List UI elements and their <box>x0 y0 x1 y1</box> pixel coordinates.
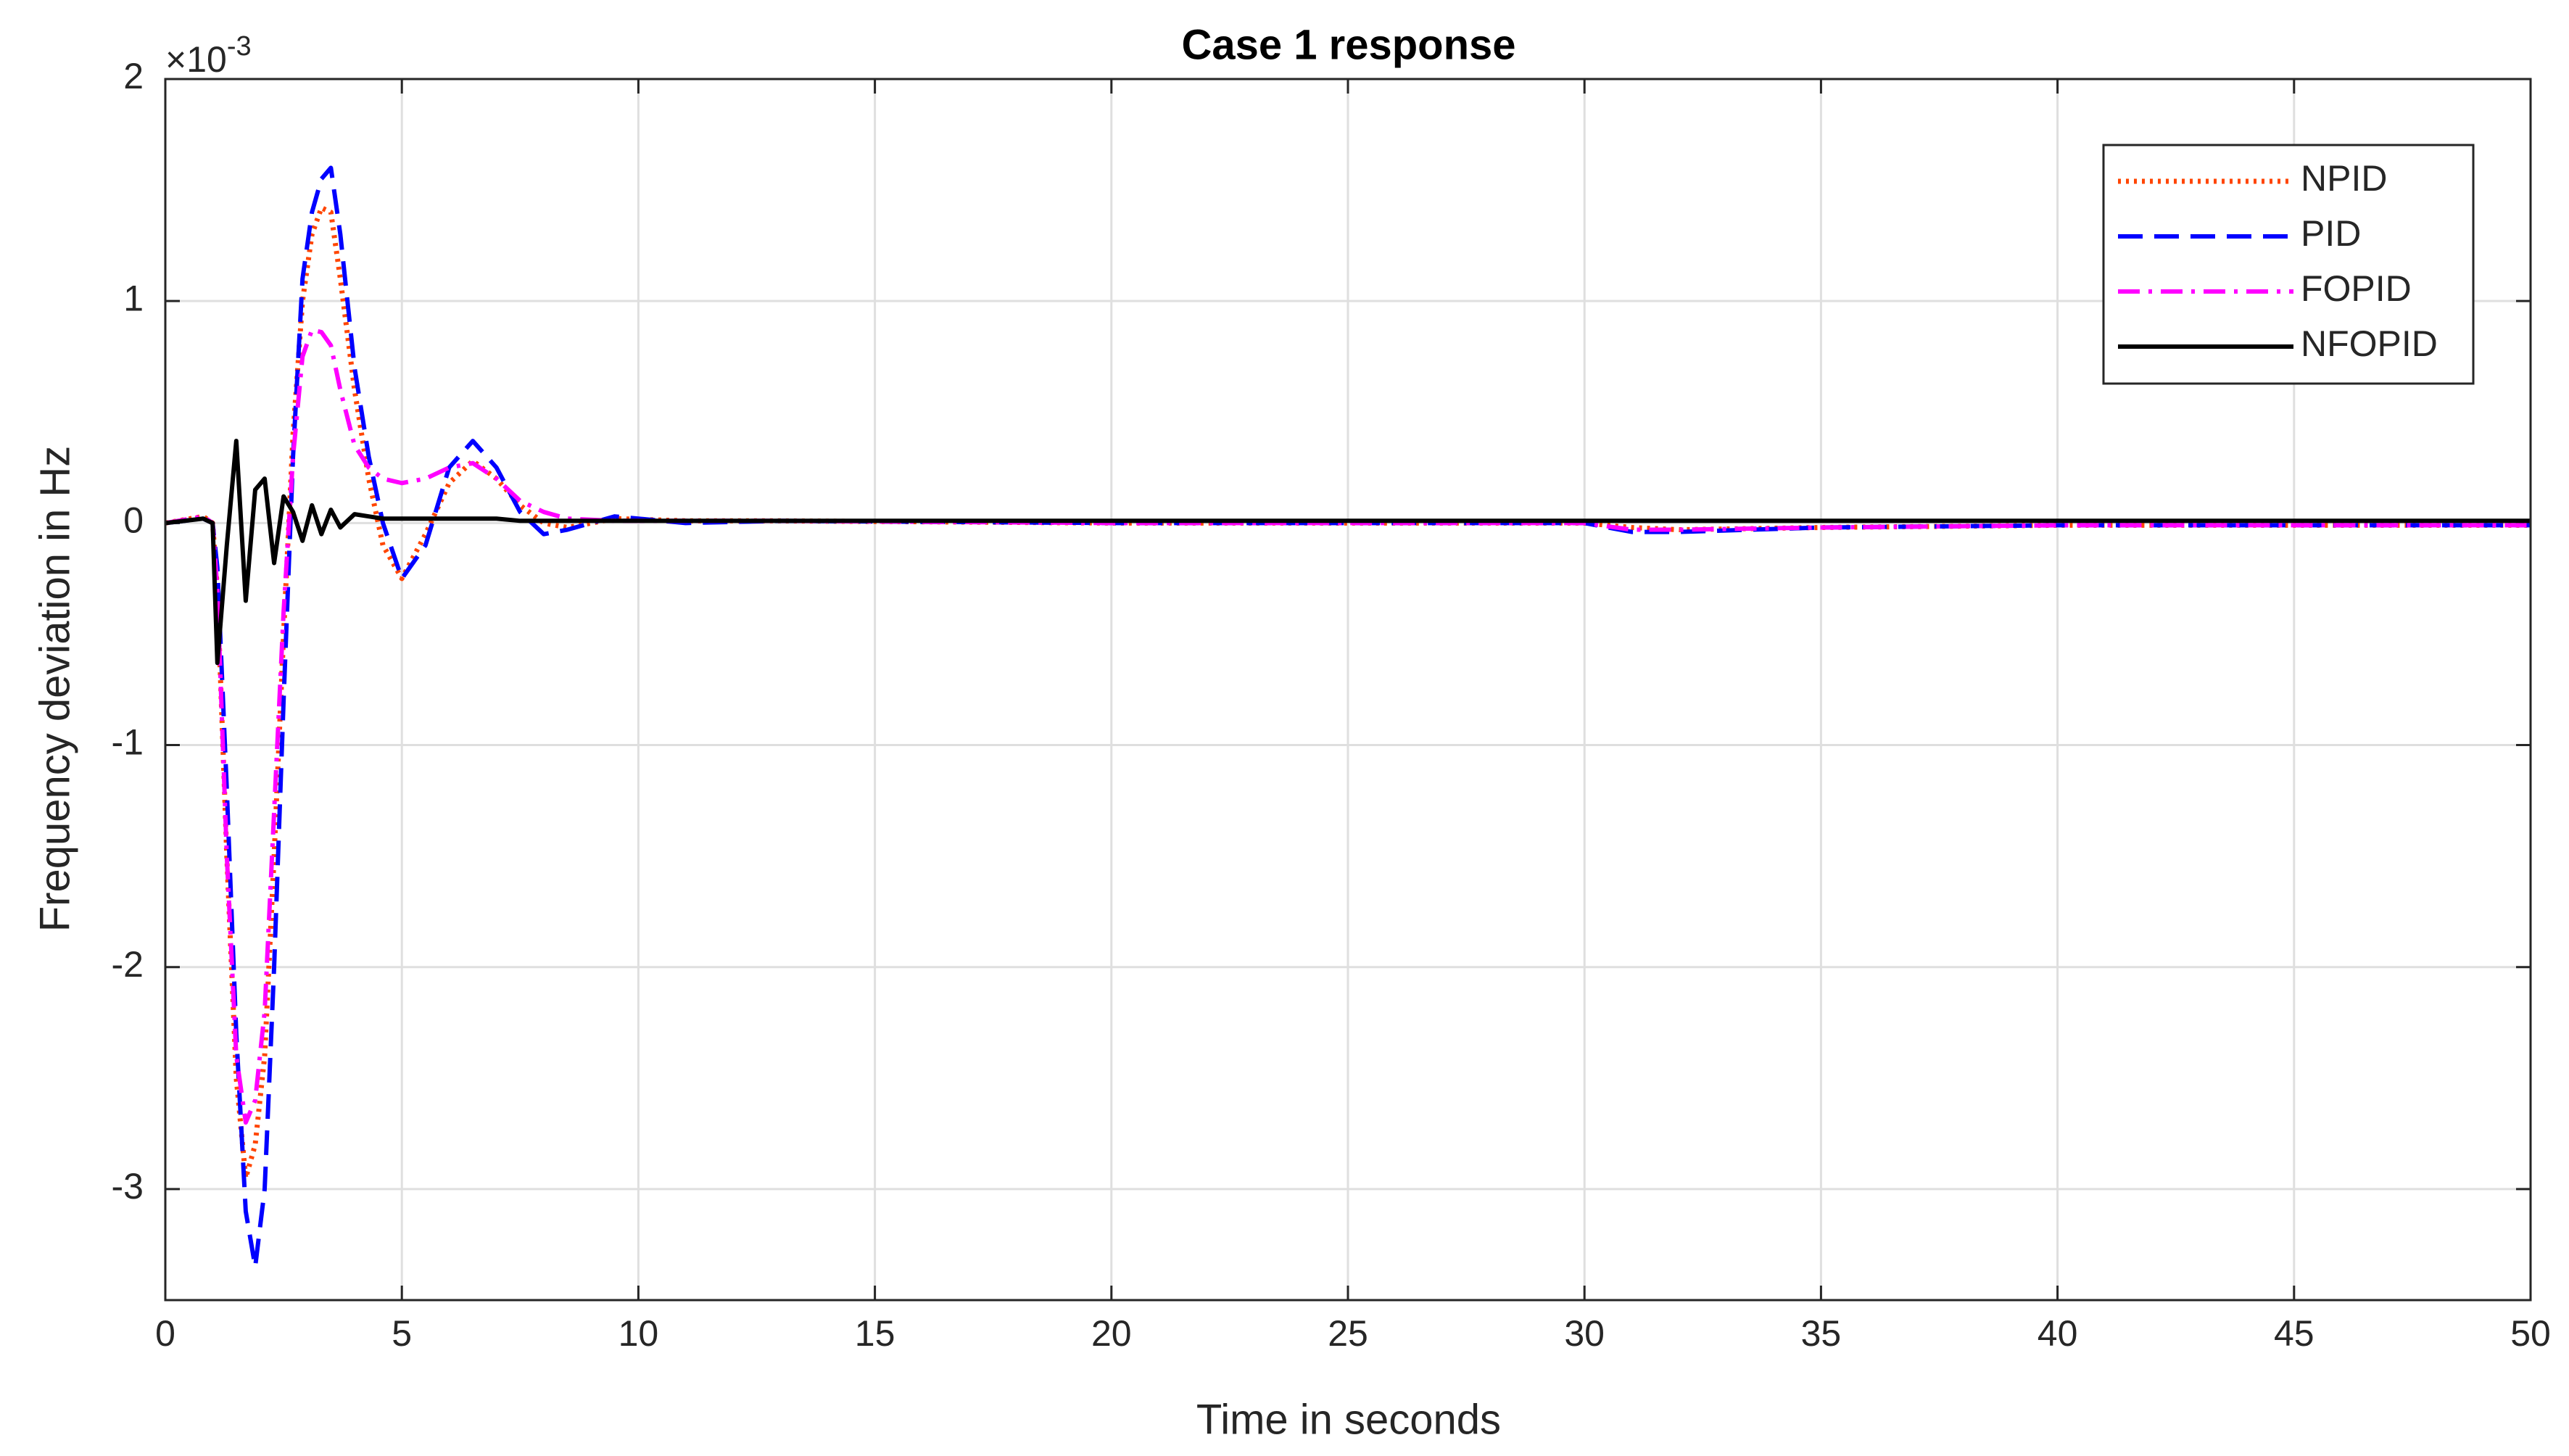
y-multiplier-base: ×10 <box>165 39 227 80</box>
x-tick-label: 30 <box>1564 1313 1605 1354</box>
x-tick-label: 25 <box>1328 1313 1368 1354</box>
data-line <box>165 165 2531 1270</box>
y-axis-label: Frequency deviation in Hz <box>31 446 78 932</box>
data-line <box>165 205 2531 1181</box>
y-exponent: -3 <box>227 31 252 62</box>
y-tick-label: -3 <box>112 1166 144 1207</box>
legend-label: PID <box>2301 213 2361 254</box>
y-multiplier: ×10-3 <box>165 31 252 80</box>
x-tick-label: 5 <box>392 1313 412 1354</box>
y-tick-label: 1 <box>123 278 144 318</box>
axes-box <box>164 78 2532 1302</box>
y-tick-label: 2 <box>123 56 144 96</box>
x-tick-label: 15 <box>855 1313 895 1354</box>
x-tick-label: 35 <box>1801 1313 1842 1354</box>
data-line <box>165 439 2531 666</box>
x-tick-label: 40 <box>2038 1313 2078 1354</box>
x-tick-label: 10 <box>619 1313 659 1354</box>
x-tick-label: 45 <box>2274 1313 2314 1354</box>
x-tick-label: 50 <box>2510 1313 2551 1354</box>
y-tick-label: 0 <box>123 500 144 541</box>
legend-label: NPID <box>2301 158 2387 199</box>
y-tick-label: -2 <box>112 944 144 985</box>
legend-label: FOPID <box>2301 268 2412 309</box>
x-tick-label: 20 <box>1091 1313 1132 1354</box>
x-tick-label: 0 <box>155 1313 175 1354</box>
y-tick-label: -1 <box>112 722 144 763</box>
legend-label: NFOPID <box>2301 323 2438 364</box>
legend-box <box>2102 144 2475 385</box>
chart-title: Case 1 response <box>1181 21 1515 68</box>
x-axis-label: Time in seconds <box>1196 1396 1501 1443</box>
